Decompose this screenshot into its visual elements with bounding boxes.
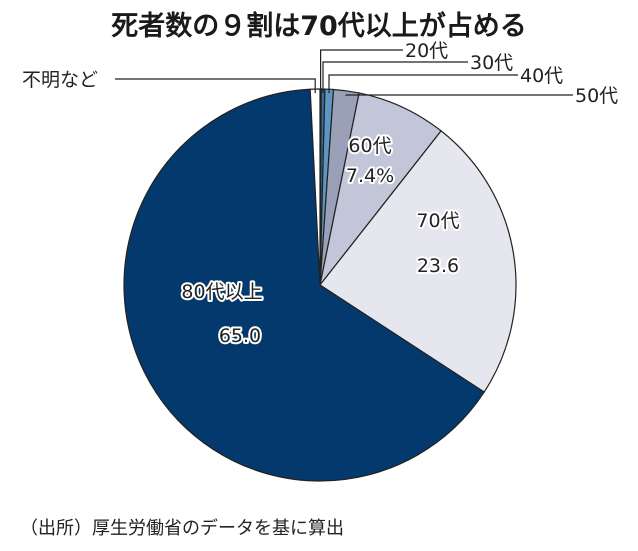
slice-name-6: 80代以上 — [181, 281, 262, 303]
slice-value-5: 23.6 — [417, 255, 459, 277]
source-note: （出所）厚生労働省のデータを基に算出 — [20, 518, 344, 539]
slice-label-1: 30代 — [470, 52, 513, 74]
slice-label-unknown: 不明など — [22, 69, 98, 91]
slice-value-4: 7.4% — [346, 165, 394, 187]
slice-value-6: 65.0 — [219, 325, 261, 347]
slice-label-0: 20代 — [405, 40, 448, 62]
slice-name-5: 70代 — [416, 210, 459, 232]
pie-slices — [123, 88, 517, 482]
pie-slice-6 — [123, 88, 485, 482]
slice-label-2: 40代 — [520, 65, 563, 87]
chart-title: 死者数の９割は70代以上が占める — [111, 11, 527, 42]
slice-name-4: 60代 — [348, 135, 391, 157]
leader-labels: 20代 30代 40代 50代 不明など — [22, 40, 618, 107]
pie-slice-5 — [319, 130, 517, 393]
slice-label-3: 50代 — [575, 85, 618, 107]
inside-labels: 60代 7.4% 70代 23.6 80代以上 65.0 — [179, 133, 461, 349]
